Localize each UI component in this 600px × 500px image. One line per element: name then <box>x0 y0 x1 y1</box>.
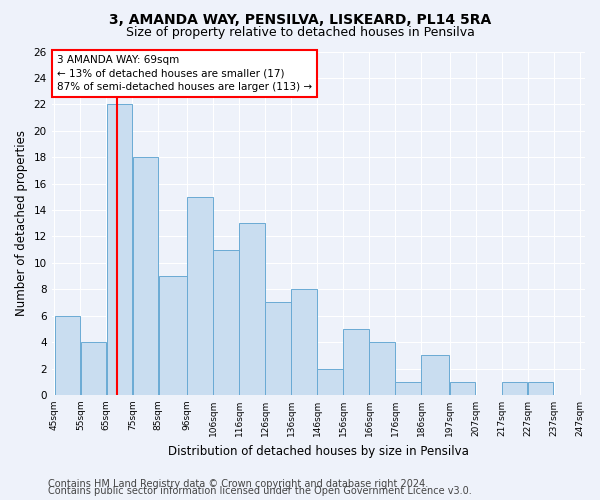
Bar <box>292 290 317 395</box>
Text: Size of property relative to detached houses in Pensilva: Size of property relative to detached ho… <box>125 26 475 39</box>
Bar <box>187 197 212 395</box>
Bar <box>80 342 106 395</box>
Bar <box>265 302 290 395</box>
Bar <box>159 276 187 395</box>
Bar <box>107 104 132 395</box>
Bar <box>450 382 475 395</box>
Text: Contains public sector information licensed under the Open Government Licence v3: Contains public sector information licen… <box>48 486 472 496</box>
X-axis label: Distribution of detached houses by size in Pensilva: Distribution of detached houses by size … <box>168 444 469 458</box>
Text: 3, AMANDA WAY, PENSILVA, LISKEARD, PL14 5RA: 3, AMANDA WAY, PENSILVA, LISKEARD, PL14 … <box>109 12 491 26</box>
Bar <box>317 368 343 395</box>
Bar <box>239 223 265 395</box>
Bar <box>55 316 80 395</box>
Bar <box>502 382 527 395</box>
Bar <box>214 250 239 395</box>
Bar <box>343 329 368 395</box>
Bar <box>395 382 421 395</box>
Text: Contains HM Land Registry data © Crown copyright and database right 2024.: Contains HM Land Registry data © Crown c… <box>48 479 428 489</box>
Bar <box>370 342 395 395</box>
Bar <box>528 382 553 395</box>
Bar <box>133 157 158 395</box>
Text: 3 AMANDA WAY: 69sqm
← 13% of detached houses are smaller (17)
87% of semi-detach: 3 AMANDA WAY: 69sqm ← 13% of detached ho… <box>57 56 312 92</box>
Y-axis label: Number of detached properties: Number of detached properties <box>15 130 28 316</box>
Bar <box>421 356 449 395</box>
